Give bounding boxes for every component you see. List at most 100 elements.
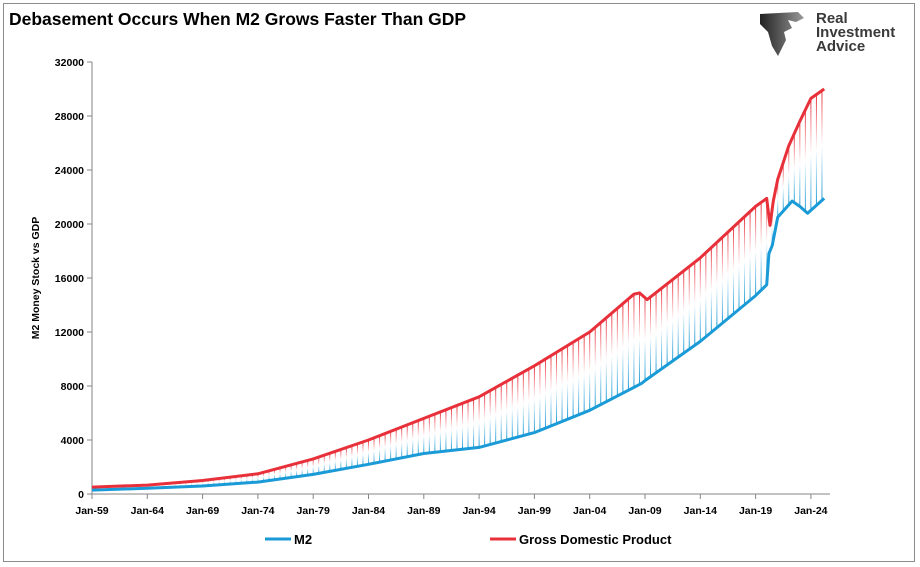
spread-line	[108, 486, 110, 490]
spread-line	[766, 198, 768, 285]
x-tick-label: Jan-64	[131, 505, 164, 517]
spread-line	[379, 435, 381, 463]
y-tick-label: 28000	[55, 111, 84, 123]
spread-line	[229, 477, 231, 485]
spread-line	[699, 257, 701, 342]
spread-line	[511, 378, 513, 439]
spread-line	[417, 420, 419, 455]
spread-line	[810, 98, 812, 211]
spread-line	[771, 209, 773, 246]
spread-line	[257, 473, 259, 483]
legend-label-gdp: Gross Domestic Product	[519, 532, 672, 547]
spread-line	[323, 455, 325, 473]
x-tick-label: Jan-19	[739, 505, 772, 517]
x-tick-label: Jan-94	[462, 505, 495, 517]
logo-text: Real Investment Advice	[816, 10, 896, 55]
spread-line	[235, 476, 237, 484]
spread-line	[638, 292, 640, 385]
spread-line	[561, 348, 563, 422]
spread-line	[462, 403, 464, 450]
y-tick-label: 20000	[55, 219, 84, 231]
spread-line	[788, 145, 790, 205]
x-tick-label: Jan-84	[352, 505, 385, 517]
spread-line	[356, 443, 358, 467]
spread-line	[412, 422, 414, 456]
spread-line	[450, 407, 452, 451]
spread-line	[528, 368, 530, 435]
m2-line	[91, 197, 826, 492]
spread-line	[329, 453, 331, 472]
spread-line	[760, 202, 762, 291]
spread-line	[688, 266, 690, 350]
spread-line	[478, 396, 480, 448]
spread-line	[727, 232, 729, 319]
chart-title: Debasement Occurs When M2 Grows Faster T…	[9, 9, 467, 29]
spread-line	[146, 485, 148, 489]
spread-line	[362, 441, 364, 466]
spread-line	[594, 327, 596, 408]
spread-line	[644, 297, 646, 381]
spread-line	[102, 486, 104, 490]
y-tick-label: 24000	[55, 165, 84, 177]
spread-line	[804, 109, 806, 212]
spread-line	[744, 216, 746, 305]
spread-line	[616, 308, 618, 396]
spread-line	[655, 292, 657, 373]
x-tick-label: Jan-09	[628, 505, 661, 517]
spread-line	[821, 90, 823, 201]
gdp-line	[91, 87, 826, 489]
spread-line	[152, 484, 154, 489]
x-tick-label: Jan-89	[407, 505, 440, 517]
spread-line	[500, 384, 502, 442]
spread-line	[517, 375, 519, 438]
spread-line	[793, 133, 795, 203]
spread-line	[262, 472, 264, 482]
spread-line	[550, 355, 552, 426]
spread-line	[556, 352, 558, 424]
spread-line	[484, 393, 486, 446]
spread-line	[135, 485, 137, 489]
spread-line	[672, 279, 674, 362]
spread-line	[202, 480, 204, 487]
spread-line	[406, 424, 408, 457]
spread-line	[749, 211, 751, 301]
x-tick-label: Jan-59	[75, 505, 108, 517]
spread-line	[179, 482, 181, 487]
y-tick-label: 12000	[55, 327, 84, 339]
spread-line	[705, 252, 707, 337]
spread-line	[589, 332, 591, 411]
spread-line	[434, 414, 436, 453]
spread-line	[384, 433, 386, 462]
spread-line	[351, 445, 353, 468]
y-tick-label: 4000	[61, 435, 85, 447]
spread-line	[240, 475, 242, 484]
spread-line	[710, 247, 712, 333]
spread-line	[119, 486, 121, 490]
spread-line	[218, 478, 220, 485]
legend-label-m2: M2	[294, 532, 312, 547]
spread-line	[572, 342, 574, 417]
spread-line	[395, 429, 397, 459]
legend: M2 Gross Domestic Product	[265, 532, 672, 547]
spread-line	[439, 411, 441, 452]
spread-line	[611, 313, 613, 399]
spread-line	[157, 484, 159, 488]
spread-line	[174, 482, 176, 488]
spread-line	[544, 359, 546, 429]
spread-line	[539, 362, 541, 431]
spread-line	[318, 457, 320, 474]
spread-line	[661, 288, 663, 369]
spread-line	[506, 381, 508, 440]
spread-line	[141, 485, 143, 489]
spread-line	[130, 485, 132, 489]
y-axis-label: M2 Money Stock vs GDP	[30, 217, 42, 340]
spread-line	[207, 479, 209, 486]
spread-line	[666, 283, 668, 365]
spread-line	[251, 474, 253, 483]
spread-line	[285, 466, 287, 479]
spread-line	[683, 270, 685, 354]
spread-line	[97, 486, 99, 490]
spread-line	[721, 237, 723, 324]
spread-line	[694, 262, 696, 346]
spread-line	[815, 94, 817, 206]
